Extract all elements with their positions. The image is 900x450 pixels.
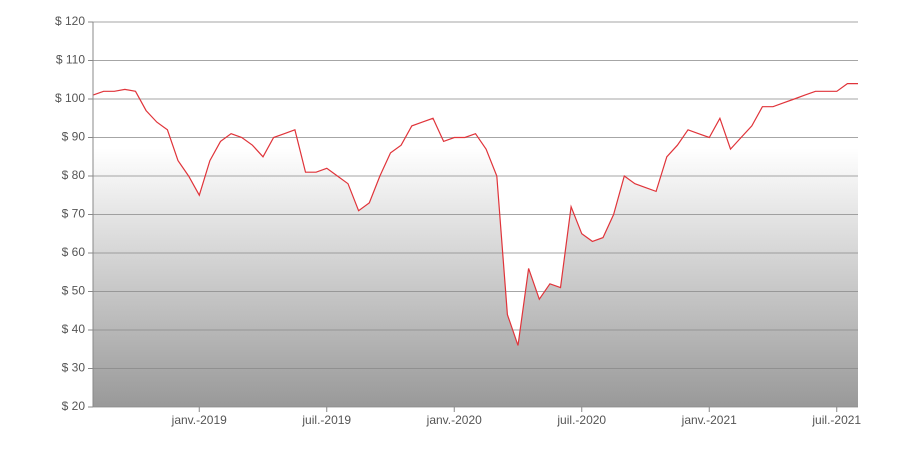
x-tick-label: juil.-2019 (301, 413, 351, 427)
x-tick-label: juil.-2021 (811, 413, 861, 427)
x-tick-label: juil.-2020 (556, 413, 606, 427)
y-tick-label: $ 90 (62, 130, 86, 144)
y-tick-label: $ 50 (62, 284, 86, 298)
y-tick-label: $ 30 (62, 361, 86, 375)
line (92, 83, 858, 346)
y-tick-label: $ 70 (62, 207, 86, 221)
y-tick-label: $ 100 (55, 91, 85, 105)
y-tick-label: $ 80 (62, 168, 86, 182)
x-tick-label: janv.-2020 (426, 413, 482, 427)
x-tick-label: janv.-2021 (681, 413, 737, 427)
y-tick-label: $ 120 (55, 14, 85, 28)
y-tick-label: $ 60 (62, 245, 86, 259)
area (93, 83, 858, 407)
y-tick-label: $ 110 (56, 53, 85, 67)
y-tick-label: $ 40 (62, 322, 86, 336)
x-tick-label: janv.-2019 (171, 413, 227, 427)
y-tick-label: $ 20 (62, 399, 86, 413)
